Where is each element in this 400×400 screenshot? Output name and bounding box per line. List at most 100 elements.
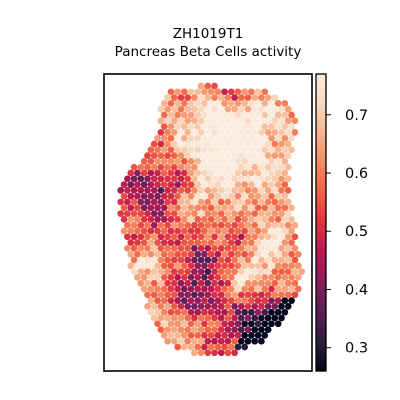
spot xyxy=(194,262,202,270)
spot xyxy=(197,221,205,229)
spot xyxy=(164,187,171,194)
spot xyxy=(227,320,235,328)
spot xyxy=(124,245,131,252)
spot xyxy=(261,332,269,339)
spot xyxy=(248,320,255,328)
spot xyxy=(191,105,198,113)
spot xyxy=(221,216,228,223)
spot xyxy=(284,256,292,264)
spot xyxy=(231,187,238,194)
spot xyxy=(170,233,178,241)
spot xyxy=(130,221,138,229)
spot xyxy=(197,337,205,345)
spot xyxy=(214,343,222,351)
spot xyxy=(227,146,235,154)
spot xyxy=(207,158,215,165)
spot xyxy=(191,187,198,194)
spot xyxy=(241,100,248,107)
spot xyxy=(170,163,178,171)
spot xyxy=(261,250,269,258)
spot xyxy=(177,291,185,299)
spot xyxy=(160,134,168,142)
spot xyxy=(211,187,218,194)
spot xyxy=(201,169,208,177)
spot xyxy=(291,291,299,299)
spot xyxy=(284,140,292,148)
spot xyxy=(150,221,158,229)
spot xyxy=(187,169,195,177)
spot xyxy=(278,140,285,148)
spot xyxy=(207,343,215,351)
spot xyxy=(191,221,198,229)
spot xyxy=(167,216,175,223)
spot xyxy=(227,134,235,142)
spot xyxy=(271,163,279,171)
spot xyxy=(254,204,262,212)
spot xyxy=(241,274,248,281)
spot xyxy=(140,158,148,165)
spot xyxy=(244,175,252,183)
spot xyxy=(271,187,279,194)
spot xyxy=(160,192,168,200)
spot xyxy=(174,88,181,96)
spot xyxy=(207,123,215,130)
spot xyxy=(170,140,178,148)
spot xyxy=(184,303,192,310)
spot xyxy=(271,129,279,136)
spot xyxy=(154,320,161,328)
spot xyxy=(231,129,238,136)
spot xyxy=(261,192,269,200)
spot xyxy=(194,123,202,130)
spot xyxy=(181,123,188,130)
spot xyxy=(244,268,252,275)
spot xyxy=(271,245,279,252)
spot xyxy=(248,308,255,316)
spot xyxy=(181,111,188,119)
spot xyxy=(134,227,141,235)
spot xyxy=(244,337,252,345)
spot xyxy=(221,169,228,177)
spot xyxy=(244,152,252,159)
spot xyxy=(271,94,279,101)
spot xyxy=(284,187,292,194)
spot xyxy=(268,181,275,188)
spot xyxy=(191,349,198,357)
spot xyxy=(221,227,228,235)
spot xyxy=(197,152,205,159)
spot xyxy=(177,303,185,310)
spot xyxy=(144,268,151,275)
spot xyxy=(170,268,178,275)
spot xyxy=(278,268,285,275)
spot xyxy=(154,274,161,281)
spot xyxy=(288,262,295,270)
colorbar: 0.3 0.4 0.5 0.6 0.7 xyxy=(315,73,368,372)
spot xyxy=(197,175,205,183)
spot xyxy=(197,187,205,194)
spot xyxy=(194,134,202,142)
spot xyxy=(164,326,171,333)
spot xyxy=(117,198,125,206)
spot xyxy=(278,279,285,287)
spot xyxy=(130,233,138,241)
spot xyxy=(147,308,155,316)
spot xyxy=(294,285,302,293)
spot xyxy=(271,314,279,322)
spot xyxy=(144,187,151,194)
spot xyxy=(160,332,168,339)
spot xyxy=(258,291,265,299)
spot xyxy=(140,250,148,258)
spot xyxy=(204,326,212,333)
spot xyxy=(157,198,165,206)
spot xyxy=(127,204,135,212)
spot xyxy=(137,175,145,183)
spot xyxy=(224,129,232,136)
spot xyxy=(187,88,195,96)
spot xyxy=(284,291,292,299)
spot xyxy=(217,117,225,125)
spot xyxy=(268,158,275,165)
spot xyxy=(201,204,208,212)
spot xyxy=(284,175,292,183)
spot xyxy=(174,192,181,200)
spot xyxy=(197,279,205,287)
